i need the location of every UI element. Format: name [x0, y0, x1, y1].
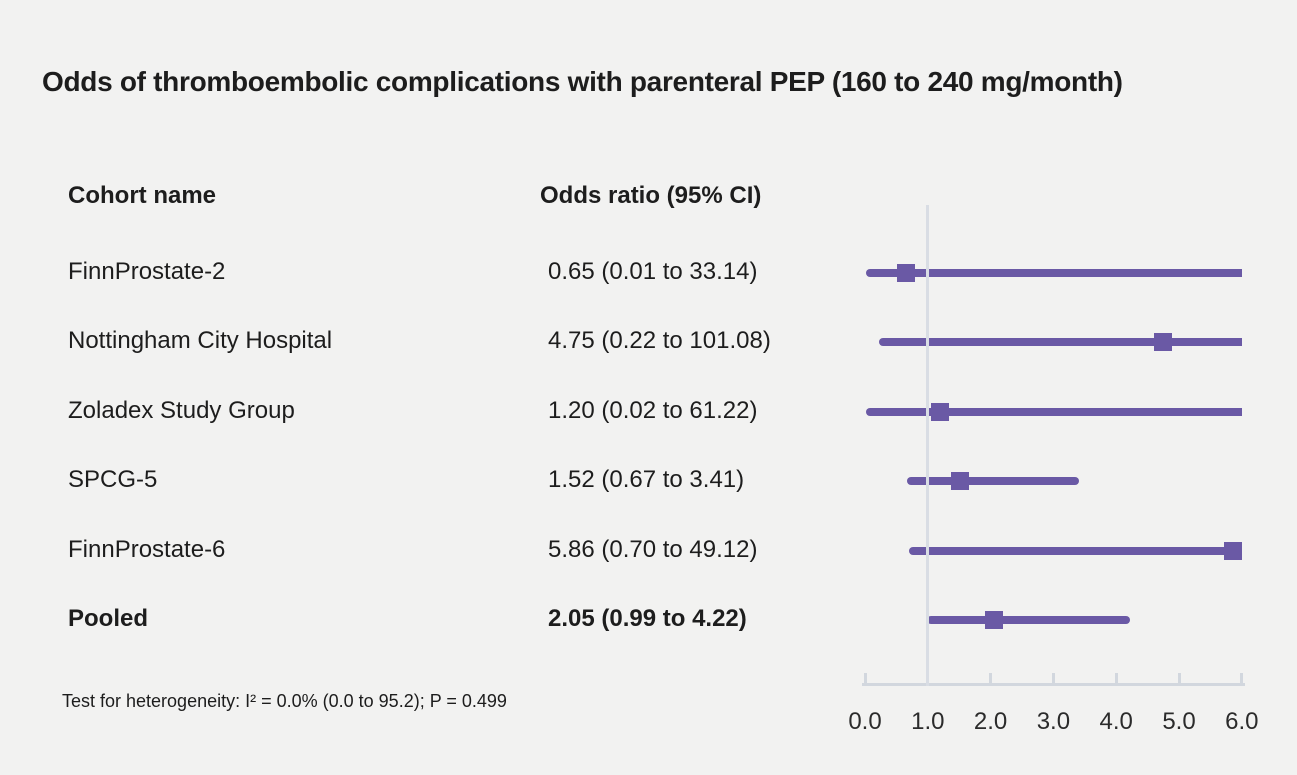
cohort-label: FinnProstate-2 [68, 258, 226, 285]
cohort-label: Zoladex Study Group [68, 396, 295, 424]
odds-ratio-ci-label: 5.86 (0.70 to 49.12) [548, 535, 758, 563]
x-axis-baseline [862, 683, 1245, 686]
odds-ratio-ci-label: 2.05 (0.99 to 4.22) [548, 605, 747, 632]
cohort-label: SPCG-5 [68, 466, 158, 494]
x-axis-tick [1240, 673, 1244, 683]
cohort-label: Nottingham City Hospital [68, 327, 333, 355]
x-axis-tick-label: 4.0 [1099, 708, 1133, 735]
x-axis-tick-label: 5.0 [1162, 708, 1196, 735]
confidence-interval-line [865, 269, 1242, 277]
x-axis-tick-label: 1.0 [911, 708, 945, 735]
column-header-cohort-name: Cohort name [68, 182, 217, 209]
odds-ratio-ci-label: 1.20 (0.02 to 61.22) [548, 396, 758, 424]
odds-ratio-ci-label: 0.65 (0.01 to 33.14) [548, 258, 758, 285]
confidence-interval-line [907, 477, 1080, 486]
confidence-interval-line [908, 546, 1242, 555]
odds-ratio-ci-label: 4.75 (0.22 to 101.08) [548, 327, 771, 355]
reference-line-at-1 [926, 205, 930, 686]
column-header-odds-ratio: Odds ratio (95% CI) [540, 182, 762, 209]
x-axis-tick [1177, 673, 1181, 683]
cohort-label: FinnProstate-6 [68, 535, 226, 563]
x-axis-tick [989, 673, 993, 683]
x-axis-tick [1051, 673, 1055, 683]
x-axis-tick-label: 6.0 [1225, 708, 1259, 735]
odds-ratio-ci-label: 1.52 (0.67 to 3.41) [548, 466, 745, 494]
x-axis-tick-label: 0.0 [848, 708, 882, 735]
x-axis-tick [1114, 673, 1118, 683]
confidence-interval-line [866, 407, 1242, 416]
cohort-label: Pooled [68, 605, 149, 632]
heterogeneity-footnote: Test for heterogeneity: I² = 0.0% (0.0 t… [62, 691, 507, 711]
x-axis-tick-label: 3.0 [1036, 708, 1071, 735]
confidence-interval-line [878, 338, 1242, 347]
confidence-interval-line [927, 616, 1131, 624]
x-axis-tick-label: 2.0 [973, 708, 1008, 735]
chart-title: Odds of thromboembolic complications wit… [42, 66, 1123, 97]
x-axis-tick [863, 673, 867, 683]
